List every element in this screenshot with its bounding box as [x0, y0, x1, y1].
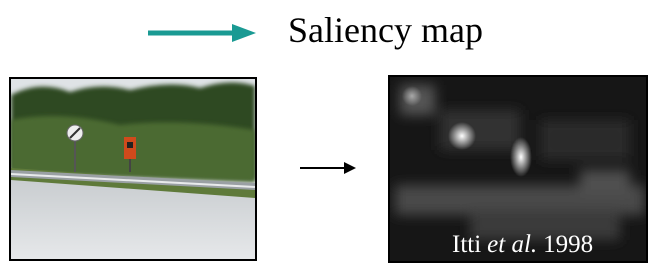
arrow [300, 162, 356, 174]
title: Saliency map [288, 10, 483, 50]
credit-author: Itti [452, 231, 481, 258]
teal-arrow [148, 24, 256, 42]
figure: Saliency map I [0, 0, 654, 267]
credit-year: 1998 [543, 231, 593, 258]
input-photo [11, 79, 255, 259]
credit-etal: et al. [487, 231, 537, 258]
